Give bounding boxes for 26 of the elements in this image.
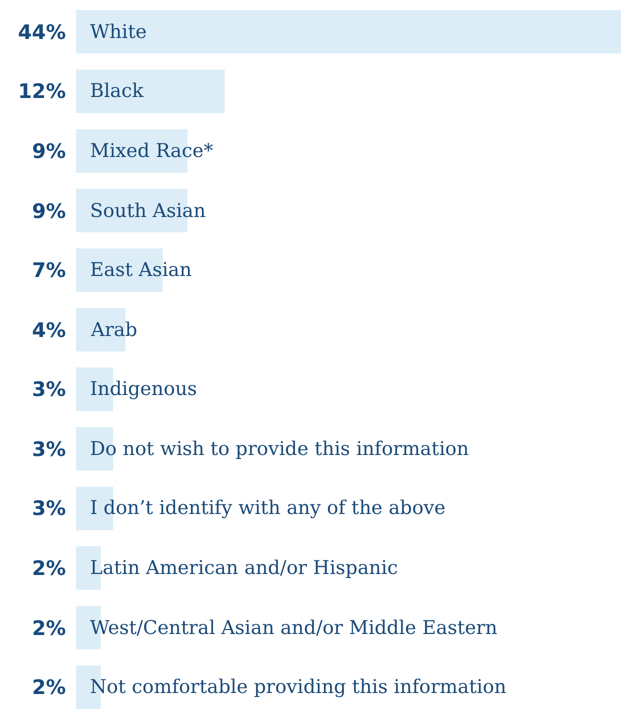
data-label: 4% — [32, 318, 66, 342]
y-tick-label: East Asian — [90, 259, 192, 281]
data-label: 3% — [32, 377, 66, 401]
data-label: 2% — [32, 616, 66, 640]
data-label: 2% — [32, 556, 66, 580]
data-label: 3% — [32, 437, 66, 461]
y-tick-label: Mixed Race* — [90, 140, 214, 162]
y-tick-label: Indigenous — [90, 378, 198, 400]
data-label: 2% — [32, 675, 66, 699]
data-label: 12% — [18, 79, 66, 103]
y-tick-label: Black — [90, 80, 144, 102]
y-tick-label: West/Central Asian and/or Middle Eastern — [90, 617, 498, 639]
bar — [76, 70, 225, 114]
bar — [76, 10, 621, 54]
y-tick-label: Arab — [90, 319, 138, 341]
data-label: 3% — [32, 496, 66, 520]
data-label: 44% — [18, 20, 66, 44]
data-label: 9% — [32, 139, 66, 163]
data-label: 7% — [32, 258, 66, 282]
y-tick-label: Not comfortable providing this information — [90, 676, 506, 698]
y-tick-label: South Asian — [90, 200, 206, 222]
y-tick-label: White — [90, 21, 147, 43]
y-tick-label: Latin American and/or Hispanic — [90, 557, 398, 579]
data-label: 9% — [32, 199, 66, 223]
y-tick-label: Do not wish to provide this information — [90, 438, 469, 460]
y-tick-label: I don’t identify with any of the above — [90, 497, 446, 519]
